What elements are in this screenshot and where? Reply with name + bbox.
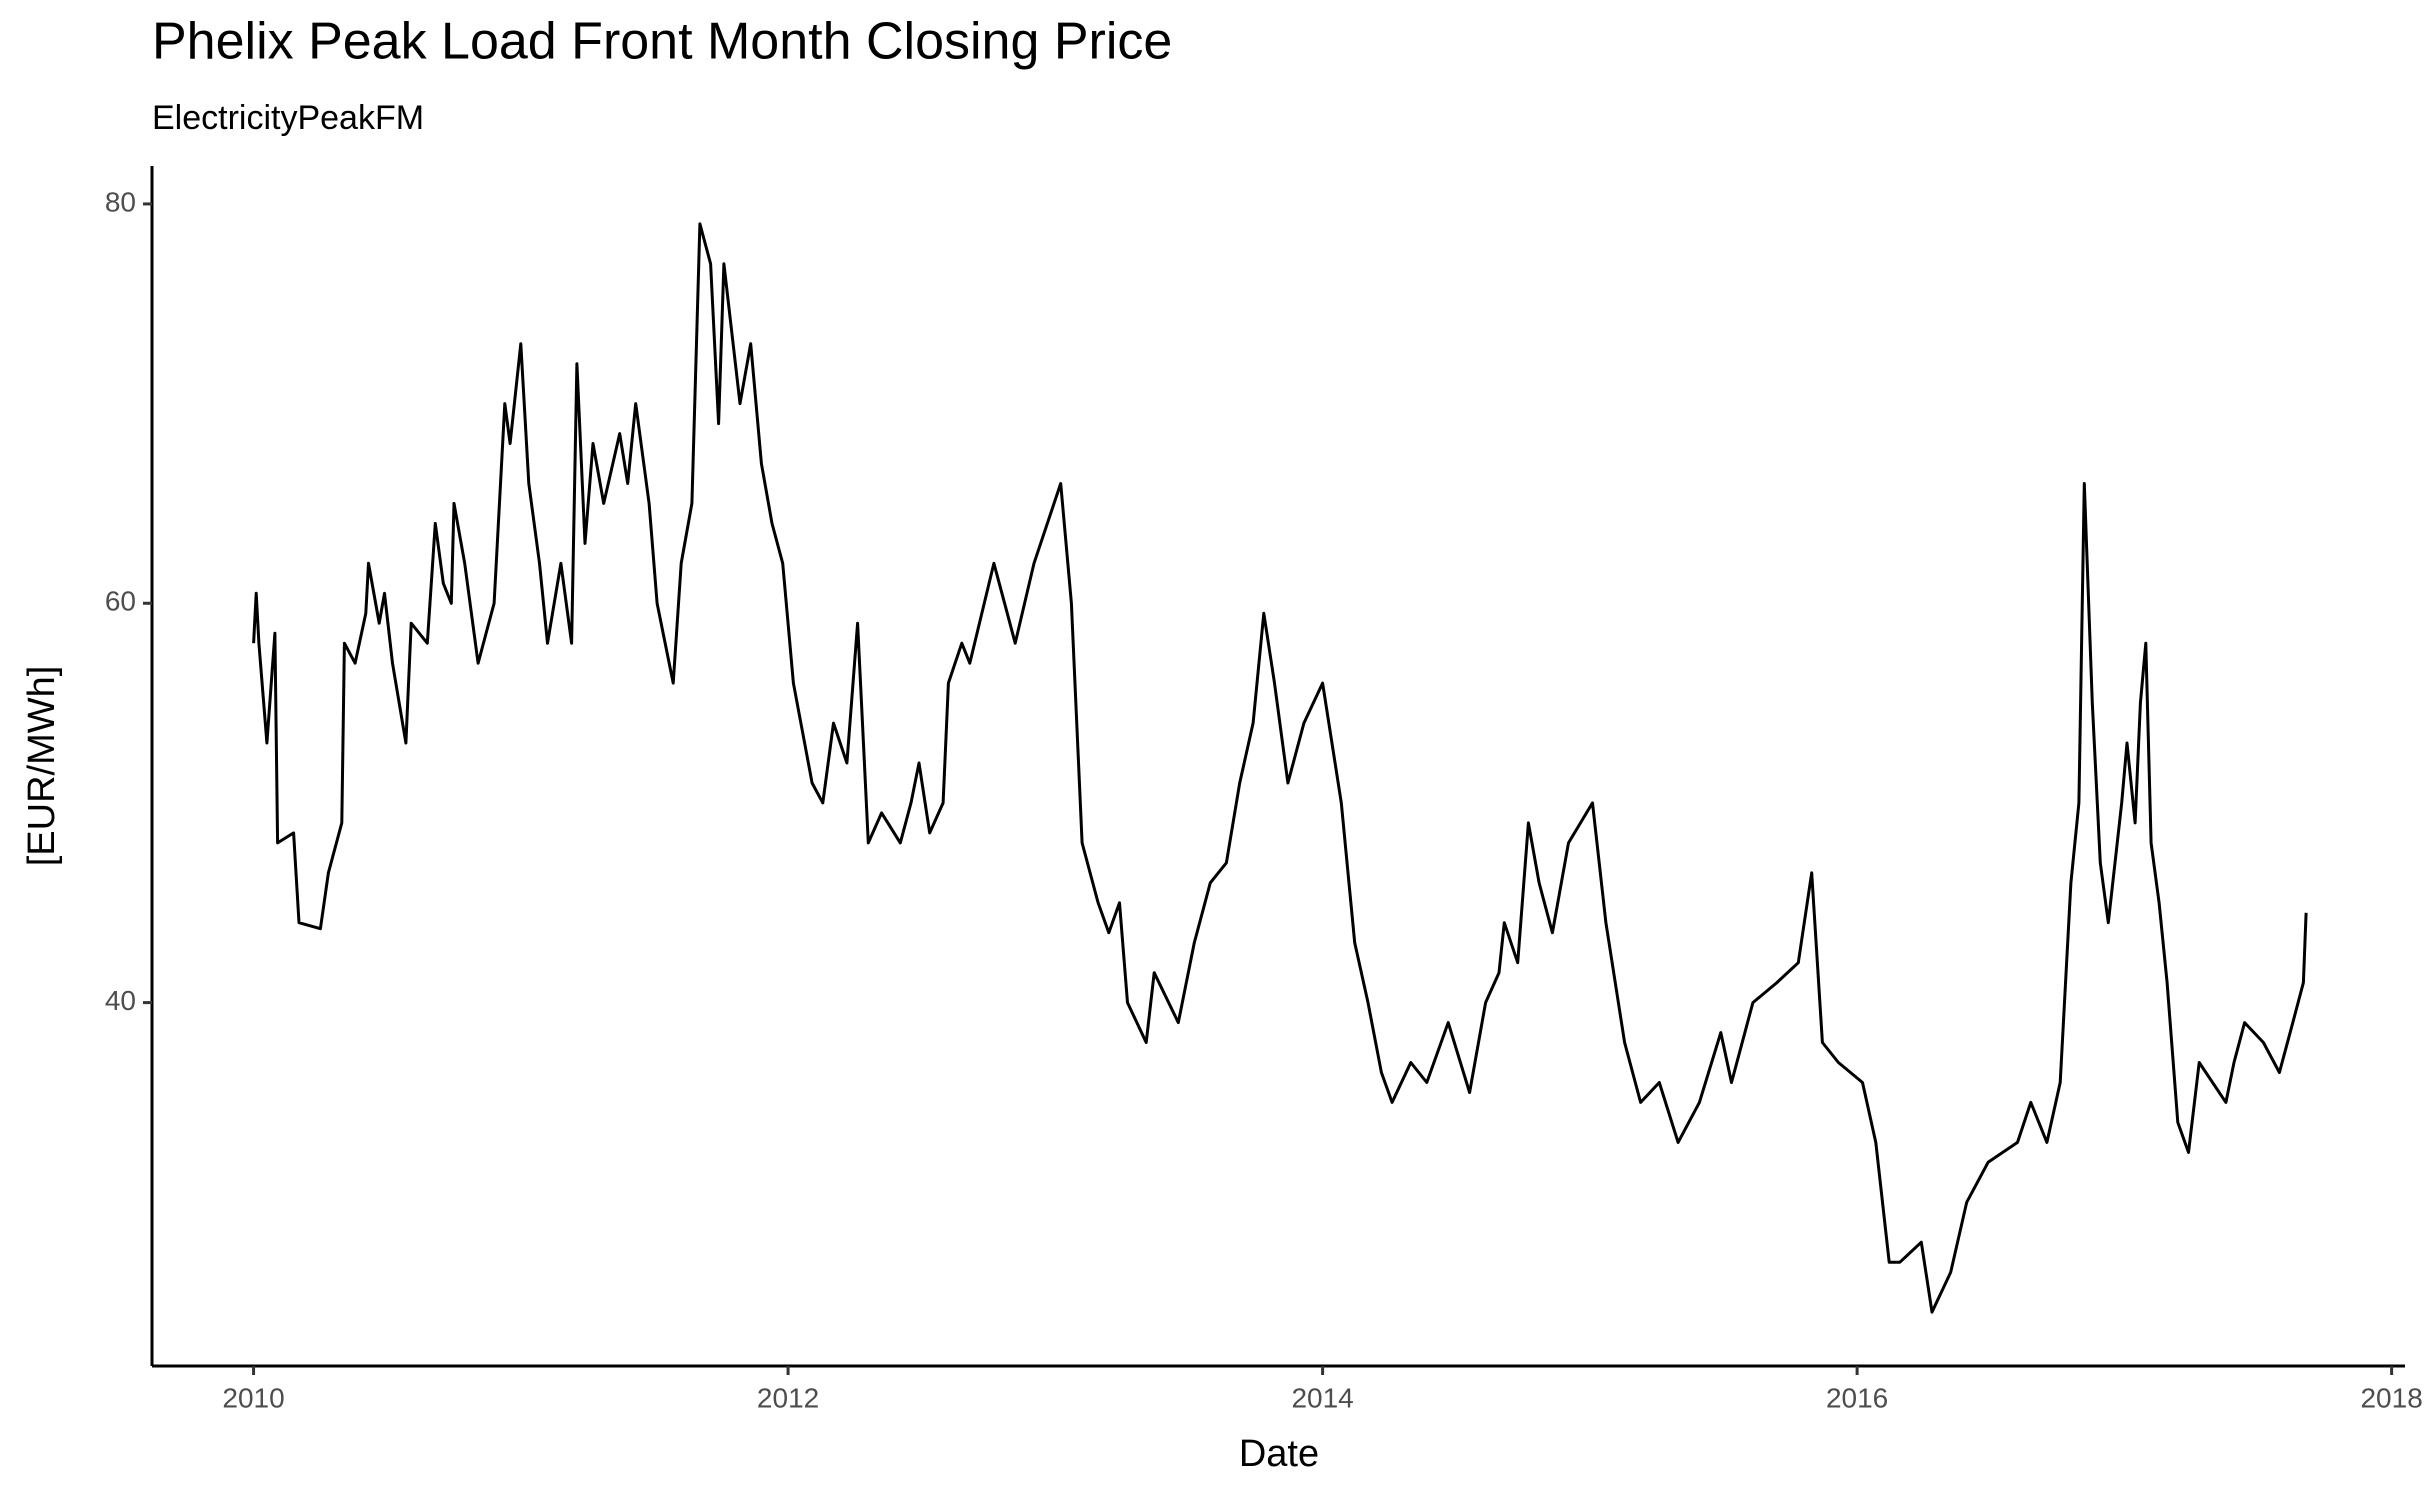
- x-tick-label: 2012: [757, 1382, 819, 1413]
- y-tick-label: 60: [105, 586, 136, 617]
- x-tick-label: 2010: [222, 1382, 284, 1413]
- x-tick-label: 2018: [2360, 1382, 2422, 1413]
- y-axis-title: [EUR/MWh]: [21, 666, 63, 867]
- chart-title: Phelix Peak Load Front Month Closing Pri…: [152, 13, 1172, 71]
- y-tick-label: 40: [105, 985, 136, 1016]
- x-axis-title: Date: [1239, 1433, 1319, 1475]
- x-tick-label: 2016: [1826, 1382, 1888, 1413]
- x-tick-label: 2014: [1291, 1382, 1353, 1413]
- chart-subtitle: ElectricityPeakFM: [152, 99, 424, 137]
- y-tick-label: 80: [105, 186, 136, 217]
- price-line: [252, 222, 2308, 1314]
